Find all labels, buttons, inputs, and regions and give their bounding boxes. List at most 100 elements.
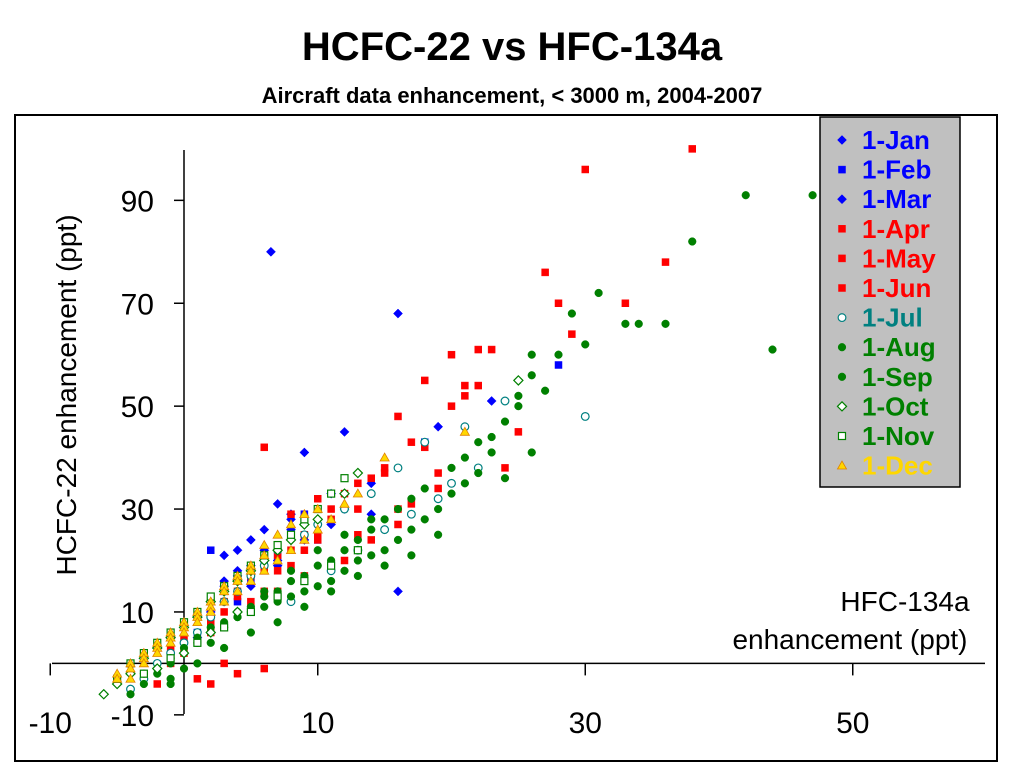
data-point <box>581 340 590 349</box>
data-point <box>514 391 523 400</box>
data-point <box>260 602 269 611</box>
data-point <box>179 664 189 673</box>
data-point <box>447 350 456 359</box>
data-point <box>339 426 350 437</box>
data-point <box>486 396 497 406</box>
data-point <box>474 468 483 478</box>
data-point <box>367 525 376 534</box>
data-point <box>246 628 255 637</box>
data-point <box>554 350 563 359</box>
data-point <box>688 237 697 246</box>
data-point <box>193 659 202 668</box>
data-point <box>808 191 817 200</box>
data-point <box>394 412 402 421</box>
data-point <box>205 606 216 616</box>
data-point <box>299 447 310 458</box>
data-point <box>314 495 322 503</box>
data-point <box>393 504 403 514</box>
data-point <box>273 540 282 550</box>
data-point <box>434 484 442 493</box>
data-point <box>125 673 136 683</box>
data-point <box>461 392 469 400</box>
data-point <box>354 479 362 488</box>
data-point <box>353 556 362 565</box>
data-point <box>259 539 270 549</box>
data-point <box>285 519 297 529</box>
data-point <box>286 576 296 586</box>
legend-label: 1-Jan <box>862 125 930 155</box>
x-tick-label: 10 <box>301 707 334 740</box>
legend-marker-icon <box>838 254 846 263</box>
data-point <box>287 510 295 518</box>
data-point <box>313 582 322 591</box>
data-points <box>98 145 884 700</box>
data-point <box>272 529 283 539</box>
data-point <box>407 438 416 446</box>
x-tick-label: 50 <box>836 707 869 740</box>
data-point <box>153 680 161 688</box>
data-point <box>580 411 590 421</box>
data-point <box>272 499 283 509</box>
axes: -10 10 30 50 -10 10 30 50 70 90 <box>29 150 985 740</box>
data-point <box>500 417 510 426</box>
data-point <box>285 544 297 555</box>
data-point <box>380 546 389 555</box>
data-point <box>460 453 469 462</box>
data-point <box>393 308 403 319</box>
data-point <box>352 488 364 498</box>
data-point <box>447 402 456 410</box>
data-point <box>151 663 163 674</box>
data-point <box>218 596 230 606</box>
data-point <box>207 680 215 688</box>
data-point <box>339 488 350 500</box>
data-point <box>554 361 563 369</box>
data-point <box>554 299 563 307</box>
data-point <box>514 402 523 411</box>
data-point <box>312 513 324 525</box>
data-point <box>501 464 509 472</box>
legend-label: 1-Oct <box>862 391 929 421</box>
legend-label: 1-Nov <box>862 421 935 451</box>
data-point <box>166 679 175 689</box>
legend-marker-icon <box>837 194 847 205</box>
data-point <box>380 515 389 524</box>
legend-marker-icon <box>837 343 847 352</box>
data-point <box>193 675 202 683</box>
data-point <box>259 565 270 575</box>
data-point <box>380 525 390 535</box>
y-tick-label: 90 <box>121 185 154 218</box>
data-point <box>312 524 323 534</box>
data-point <box>459 426 471 436</box>
legend-label: 1-Jun <box>862 273 931 303</box>
data-point <box>541 386 550 395</box>
data-point <box>367 551 376 560</box>
data-point <box>634 319 643 328</box>
data-point <box>327 489 336 498</box>
y-axis-title-group: HCFC-22 enhancement (ppt) <box>51 214 82 575</box>
data-point <box>621 299 630 307</box>
data-point <box>219 550 230 561</box>
data-point <box>300 587 309 596</box>
data-point <box>286 592 296 601</box>
legend-label: 1-Aug <box>862 332 936 362</box>
data-point <box>205 627 217 638</box>
data-point <box>272 555 283 565</box>
data-point <box>339 498 350 508</box>
legend-marker-icon <box>838 225 846 233</box>
data-point <box>152 647 163 657</box>
data-point <box>340 556 349 565</box>
data-point <box>218 586 230 596</box>
data-point <box>266 246 276 257</box>
data-point <box>245 565 257 575</box>
data-point <box>207 546 215 554</box>
data-point <box>299 534 310 544</box>
data-point <box>434 469 442 477</box>
data-point <box>260 664 268 673</box>
data-point <box>487 432 496 442</box>
data-point <box>461 381 469 390</box>
data-point <box>232 606 243 618</box>
data-point <box>407 494 416 503</box>
data-point <box>421 376 429 385</box>
data-point <box>353 571 362 581</box>
data-point <box>500 396 510 406</box>
